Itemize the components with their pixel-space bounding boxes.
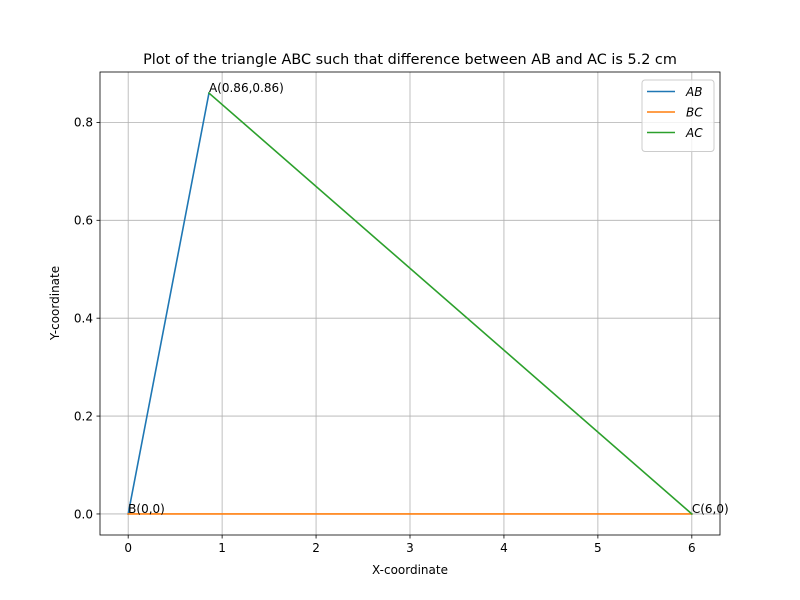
legend: AB BC AC — [641, 79, 715, 152]
chart-title: Plot of the triangle ABC such that diffe… — [143, 52, 677, 68]
x-tick-label: 1 — [218, 541, 226, 555]
x-tick-label: 3 — [406, 541, 414, 555]
legend-label-ac: AC — [685, 126, 703, 140]
x-tick-label: 6 — [688, 541, 696, 555]
legend-box — [641, 79, 715, 152]
series-line-ab — [127, 92, 210, 515]
y-tick-label: 0.6 — [74, 214, 93, 228]
point-annotation: B(0,0) — [128, 502, 165, 516]
series-lines — [127, 91, 693, 516]
series-line-ac — [207, 91, 693, 516]
point-annotation: C(6,0) — [692, 502, 729, 516]
y-tick-label: 0.8 — [74, 116, 93, 130]
x-tick-label: 5 — [594, 541, 602, 555]
y-tick-label: 0.4 — [74, 311, 93, 325]
legend-label-ab: AB — [685, 85, 702, 99]
point-annotation: A(0.86,0.86) — [209, 81, 284, 95]
annotations: A(0.86,0.86) B(0,0) C(6,0) — [128, 81, 728, 516]
legend-label-bc: BC — [686, 105, 703, 119]
x-tick-label: 2 — [312, 541, 320, 555]
x-axis-label: X-coordinate — [372, 563, 448, 577]
x-tick-label: 4 — [500, 541, 508, 555]
y-axis-label: Y-coordinate — [48, 266, 62, 341]
y-tick-label: 0.0 — [74, 507, 93, 521]
axis-ticks: 0 1 2 3 4 5 6 0.0 0.2 0.4 0.6 0.8 — [74, 116, 696, 555]
x-tick-label: 0 — [124, 541, 132, 555]
y-tick-label: 0.2 — [74, 409, 93, 423]
